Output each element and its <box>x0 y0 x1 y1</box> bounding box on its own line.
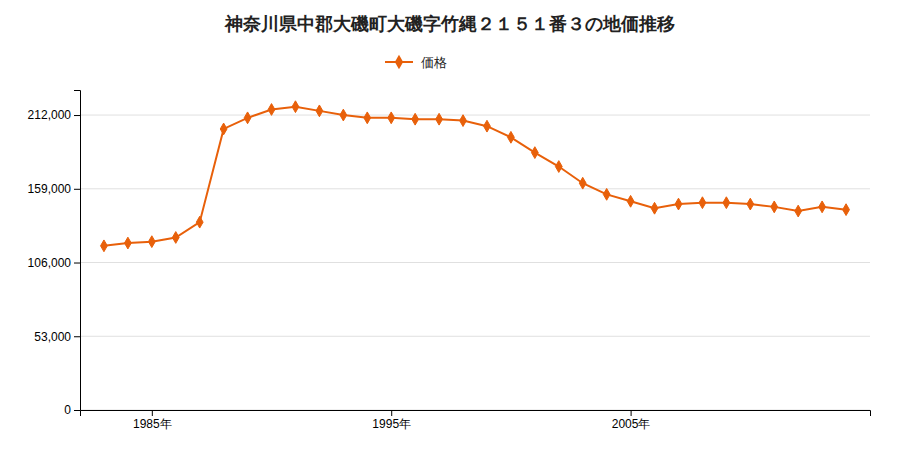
marker <box>747 198 754 210</box>
grid <box>80 115 870 410</box>
y-tick: 212,000 <box>28 108 80 122</box>
legend-label: 価格 <box>421 55 447 70</box>
marker <box>460 115 467 127</box>
grid-line <box>80 262 870 263</box>
marker <box>316 105 323 117</box>
marker <box>101 240 108 252</box>
x-tick-mark <box>391 410 392 416</box>
y-tick-mark <box>74 115 80 116</box>
x-axis: 1985年 1995年 2005年 <box>81 410 871 431</box>
grid-line <box>80 115 870 116</box>
marker <box>244 112 251 124</box>
marker <box>220 123 227 135</box>
y-tick: 159,000 <box>28 182 80 196</box>
y-tick-label: 106,000 <box>28 256 72 270</box>
x-tick: 1995年 <box>372 410 411 431</box>
marker <box>699 197 706 209</box>
y-tick-label: 212,000 <box>28 108 72 122</box>
marker <box>627 195 634 207</box>
marker <box>723 197 730 209</box>
x-axis-line <box>81 411 871 417</box>
marker <box>771 201 778 213</box>
y-tick-label: 159,000 <box>28 182 72 196</box>
line <box>104 107 846 246</box>
marker <box>412 113 419 125</box>
marker <box>603 188 610 200</box>
legend-item: 価格 <box>385 55 447 70</box>
y-tick-mark <box>74 189 80 190</box>
plot: 1985年 1995年 2005年 0 53,000 106,000 159,000 212,… <box>28 91 871 431</box>
marker <box>531 147 538 159</box>
y-tick-mark <box>74 263 80 264</box>
marker <box>555 161 562 173</box>
y-tick-mark <box>74 336 80 337</box>
marker <box>268 104 275 116</box>
y-tick: 53,000 <box>34 330 80 344</box>
y-tick-label: 0 <box>64 403 71 417</box>
x-tick-label: 2005年 <box>612 417 651 431</box>
marker <box>292 101 299 113</box>
marker <box>843 204 850 216</box>
y-axis-line <box>74 91 81 411</box>
marks <box>101 101 850 252</box>
y-tick: 106,000 <box>28 256 80 270</box>
y-tick-mark <box>74 410 80 411</box>
x-tick-label: 1985年 <box>133 417 172 431</box>
x-tick-label: 1995年 <box>372 417 411 431</box>
marker <box>196 216 203 228</box>
y-axis: 0 53,000 106,000 159,000 212,000 <box>28 91 81 418</box>
x-tick: 1985年 <box>133 410 172 431</box>
marker <box>508 131 515 143</box>
title: 神奈川県中郡大磯町大磯字竹縄２１５１番３の地価推移 <box>224 13 675 34</box>
chart: 神奈川県中郡大磯町大磯字竹縄２１５１番３の地価推移 1985年 1995年 2005年… <box>0 0 900 450</box>
marker <box>819 201 826 213</box>
marker <box>436 113 443 125</box>
marker <box>364 112 371 124</box>
marker <box>675 198 682 210</box>
marker <box>172 232 179 244</box>
y-tick: 0 <box>64 403 80 417</box>
marker <box>651 202 658 214</box>
x-tick: 2005年 <box>612 410 651 431</box>
legend-marker <box>395 55 403 69</box>
marker <box>579 177 586 189</box>
x-tick-mark <box>152 410 153 416</box>
marker <box>340 109 347 121</box>
grid-line <box>80 188 870 189</box>
marker <box>795 205 802 217</box>
marker <box>124 237 131 249</box>
marker <box>484 120 491 132</box>
grid-line <box>80 336 870 337</box>
x-tick-mark <box>631 410 632 416</box>
y-tick-label: 53,000 <box>34 330 71 344</box>
marker <box>388 112 395 124</box>
legend: 価格 <box>385 55 447 70</box>
marker <box>148 236 155 248</box>
